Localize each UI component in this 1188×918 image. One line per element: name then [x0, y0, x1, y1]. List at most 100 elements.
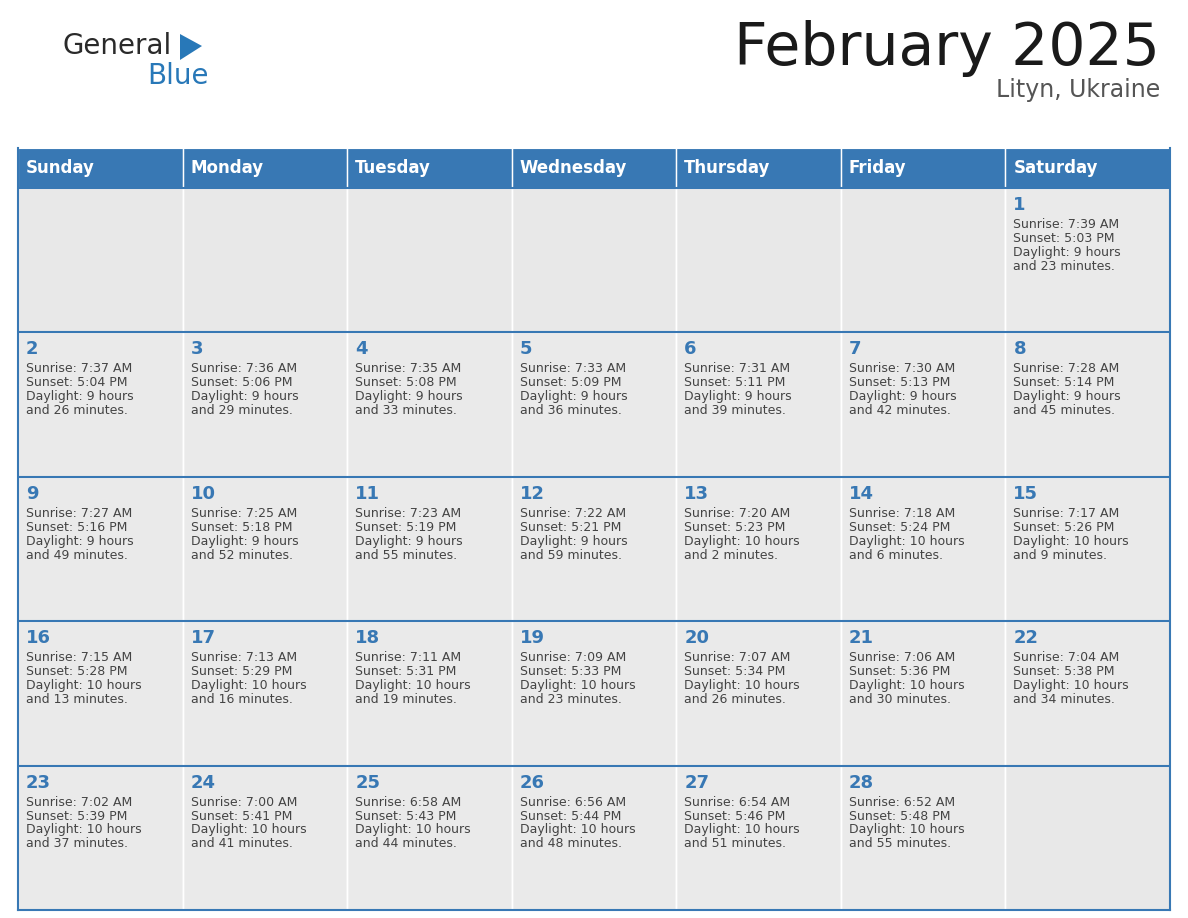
Text: February 2025: February 2025: [734, 20, 1159, 77]
Text: and 29 minutes.: and 29 minutes.: [190, 404, 292, 418]
Text: General: General: [62, 32, 171, 60]
Bar: [1005, 148, 1170, 188]
Text: 23: 23: [26, 774, 51, 791]
Text: 10: 10: [190, 485, 215, 503]
Text: and 6 minutes.: and 6 minutes.: [849, 549, 943, 562]
Text: and 49 minutes.: and 49 minutes.: [26, 549, 128, 562]
Text: Sunrise: 7:22 AM: Sunrise: 7:22 AM: [519, 507, 626, 520]
Text: Daylight: 9 hours: Daylight: 9 hours: [190, 390, 298, 403]
Bar: [512, 766, 676, 910]
Text: 12: 12: [519, 485, 545, 503]
Text: Daylight: 9 hours: Daylight: 9 hours: [849, 390, 956, 403]
Bar: [18, 332, 183, 476]
Text: and 45 minutes.: and 45 minutes.: [1013, 404, 1116, 418]
Text: and 23 minutes.: and 23 minutes.: [1013, 260, 1116, 273]
Text: and 55 minutes.: and 55 minutes.: [355, 549, 457, 562]
Text: Daylight: 10 hours: Daylight: 10 hours: [849, 679, 965, 692]
Text: Sunset: 5:43 PM: Sunset: 5:43 PM: [355, 810, 456, 823]
Text: and 34 minutes.: and 34 minutes.: [1013, 693, 1116, 706]
Bar: [512, 476, 676, 621]
Text: Sunset: 5:44 PM: Sunset: 5:44 PM: [519, 810, 621, 823]
Text: Tuesday: Tuesday: [355, 159, 431, 177]
Text: 16: 16: [26, 629, 51, 647]
Bar: [347, 621, 512, 766]
Text: Sunrise: 7:28 AM: Sunrise: 7:28 AM: [1013, 363, 1119, 375]
Text: Sunrise: 7:25 AM: Sunrise: 7:25 AM: [190, 507, 297, 520]
Text: Daylight: 10 hours: Daylight: 10 hours: [26, 823, 141, 836]
Bar: [676, 188, 841, 332]
Polygon shape: [181, 34, 202, 60]
Text: Sunrise: 7:33 AM: Sunrise: 7:33 AM: [519, 363, 626, 375]
Text: Sunrise: 7:27 AM: Sunrise: 7:27 AM: [26, 507, 132, 520]
Text: and 48 minutes.: and 48 minutes.: [519, 837, 621, 850]
Text: and 55 minutes.: and 55 minutes.: [849, 837, 950, 850]
Text: 27: 27: [684, 774, 709, 791]
Text: 18: 18: [355, 629, 380, 647]
Text: Saturday: Saturday: [1013, 159, 1098, 177]
Bar: [512, 621, 676, 766]
Bar: [841, 621, 1005, 766]
Text: 28: 28: [849, 774, 874, 791]
Text: and 41 minutes.: and 41 minutes.: [190, 837, 292, 850]
Text: Lityn, Ukraine: Lityn, Ukraine: [996, 78, 1159, 102]
Text: Friday: Friday: [849, 159, 906, 177]
Text: Daylight: 10 hours: Daylight: 10 hours: [355, 823, 470, 836]
Bar: [183, 766, 347, 910]
Bar: [512, 188, 676, 332]
Text: Sunrise: 7:37 AM: Sunrise: 7:37 AM: [26, 363, 132, 375]
Text: Daylight: 9 hours: Daylight: 9 hours: [1013, 390, 1121, 403]
Bar: [676, 621, 841, 766]
Text: Sunrise: 6:54 AM: Sunrise: 6:54 AM: [684, 796, 790, 809]
Text: Sunrise: 7:23 AM: Sunrise: 7:23 AM: [355, 507, 461, 520]
Text: 7: 7: [849, 341, 861, 358]
Text: Daylight: 9 hours: Daylight: 9 hours: [190, 534, 298, 548]
Text: Daylight: 10 hours: Daylight: 10 hours: [849, 823, 965, 836]
Text: Sunday: Sunday: [26, 159, 95, 177]
Text: Sunrise: 6:56 AM: Sunrise: 6:56 AM: [519, 796, 626, 809]
Bar: [1005, 188, 1170, 332]
Text: Daylight: 10 hours: Daylight: 10 hours: [684, 534, 800, 548]
Text: Daylight: 10 hours: Daylight: 10 hours: [849, 534, 965, 548]
Bar: [18, 148, 183, 188]
Text: and 59 minutes.: and 59 minutes.: [519, 549, 621, 562]
Text: Thursday: Thursday: [684, 159, 771, 177]
Bar: [347, 148, 512, 188]
Text: Daylight: 9 hours: Daylight: 9 hours: [26, 390, 133, 403]
Text: and 23 minutes.: and 23 minutes.: [519, 693, 621, 706]
Text: Sunrise: 7:20 AM: Sunrise: 7:20 AM: [684, 507, 790, 520]
Text: 13: 13: [684, 485, 709, 503]
Text: Sunrise: 7:04 AM: Sunrise: 7:04 AM: [1013, 651, 1119, 665]
Bar: [18, 621, 183, 766]
Text: 25: 25: [355, 774, 380, 791]
Text: and 33 minutes.: and 33 minutes.: [355, 404, 457, 418]
Text: Sunset: 5:28 PM: Sunset: 5:28 PM: [26, 666, 127, 678]
Text: Sunrise: 7:00 AM: Sunrise: 7:00 AM: [190, 796, 297, 809]
Text: and 26 minutes.: and 26 minutes.: [26, 404, 128, 418]
Text: Sunset: 5:13 PM: Sunset: 5:13 PM: [849, 376, 950, 389]
Text: 24: 24: [190, 774, 215, 791]
Text: and 42 minutes.: and 42 minutes.: [849, 404, 950, 418]
Text: 6: 6: [684, 341, 697, 358]
Text: Sunset: 5:08 PM: Sunset: 5:08 PM: [355, 376, 456, 389]
Text: 21: 21: [849, 629, 874, 647]
Text: Sunset: 5:21 PM: Sunset: 5:21 PM: [519, 521, 621, 533]
Text: Sunset: 5:39 PM: Sunset: 5:39 PM: [26, 810, 127, 823]
Bar: [18, 476, 183, 621]
Bar: [18, 188, 183, 332]
Text: 8: 8: [1013, 341, 1026, 358]
Text: Sunrise: 7:13 AM: Sunrise: 7:13 AM: [190, 651, 297, 665]
Text: Wednesday: Wednesday: [519, 159, 627, 177]
Text: Daylight: 9 hours: Daylight: 9 hours: [355, 534, 463, 548]
Text: Sunset: 5:38 PM: Sunset: 5:38 PM: [1013, 666, 1114, 678]
Text: Sunrise: 6:58 AM: Sunrise: 6:58 AM: [355, 796, 461, 809]
Text: Sunset: 5:31 PM: Sunset: 5:31 PM: [355, 666, 456, 678]
Text: and 44 minutes.: and 44 minutes.: [355, 837, 457, 850]
Bar: [18, 766, 183, 910]
Text: 1: 1: [1013, 196, 1026, 214]
Text: Sunset: 5:26 PM: Sunset: 5:26 PM: [1013, 521, 1114, 533]
Text: Sunset: 5:06 PM: Sunset: 5:06 PM: [190, 376, 292, 389]
Text: Sunrise: 7:07 AM: Sunrise: 7:07 AM: [684, 651, 791, 665]
Text: Sunrise: 7:17 AM: Sunrise: 7:17 AM: [1013, 507, 1119, 520]
Text: 11: 11: [355, 485, 380, 503]
Bar: [183, 188, 347, 332]
